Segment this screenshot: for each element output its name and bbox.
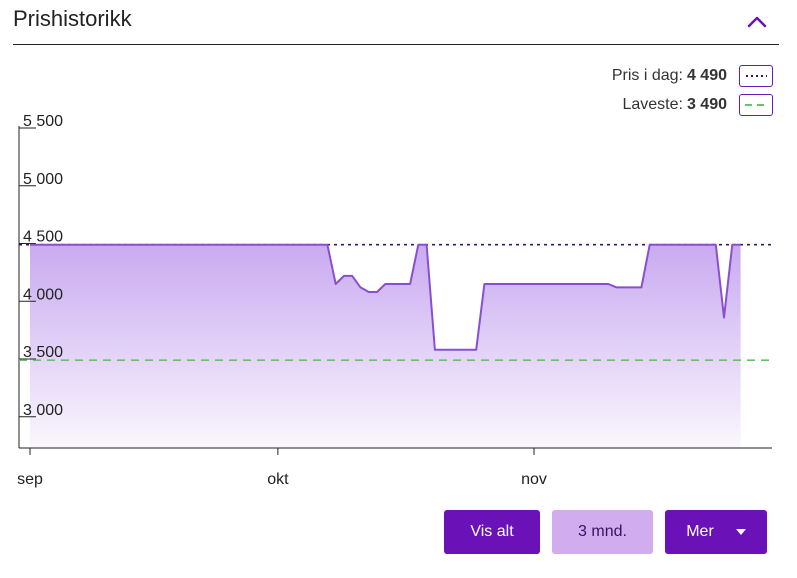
dashed-line-icon <box>745 104 767 106</box>
legend-today-value: 4 490 <box>686 67 727 84</box>
legend-today-label: Pris i dag: <box>611 67 683 84</box>
caret-down-icon <box>735 529 746 535</box>
legend-lowest-toggle[interactable] <box>739 94 773 116</box>
dotted-line-icon <box>746 75 767 77</box>
price-area <box>30 244 741 448</box>
legend-lowest-value: 3 490 <box>686 96 727 113</box>
header: Prishistorikk <box>13 0 779 45</box>
page-title: Prishistorikk <box>13 6 132 31</box>
y-tick-label: 4 500 <box>23 229 63 246</box>
y-tick-label: 4 000 <box>23 286 63 303</box>
more-button[interactable]: Mer <box>665 510 767 554</box>
x-tick-label: nov <box>521 471 547 488</box>
legend-lowest-label: Laveste: <box>622 96 683 113</box>
y-tick-label: 3 500 <box>23 344 63 361</box>
y-tick-label: 5 500 <box>23 113 63 130</box>
x-tick-label: sep <box>17 471 43 488</box>
legend-lowest: Laveste: 3 490 <box>622 93 773 117</box>
y-tick-label: 3 000 <box>23 402 63 419</box>
legend-today-toggle[interactable] <box>739 65 773 87</box>
legend-today: Pris i dag: 4 490 <box>612 64 773 88</box>
more-button-label: Mer <box>686 523 714 540</box>
three-months-button[interactable]: 3 mnd. <box>552 510 653 554</box>
price-history-chart: 3 000 3 500 4 000 4 500 5 000 5 500 sep okt nov <box>17 113 772 488</box>
price-line <box>30 243 741 351</box>
x-tick-label: okt <box>267 471 289 488</box>
y-tick-label: 5 000 <box>23 171 63 188</box>
show-all-button[interactable]: Vis alt <box>444 510 540 554</box>
chevron-up-icon[interactable] <box>745 12 769 32</box>
